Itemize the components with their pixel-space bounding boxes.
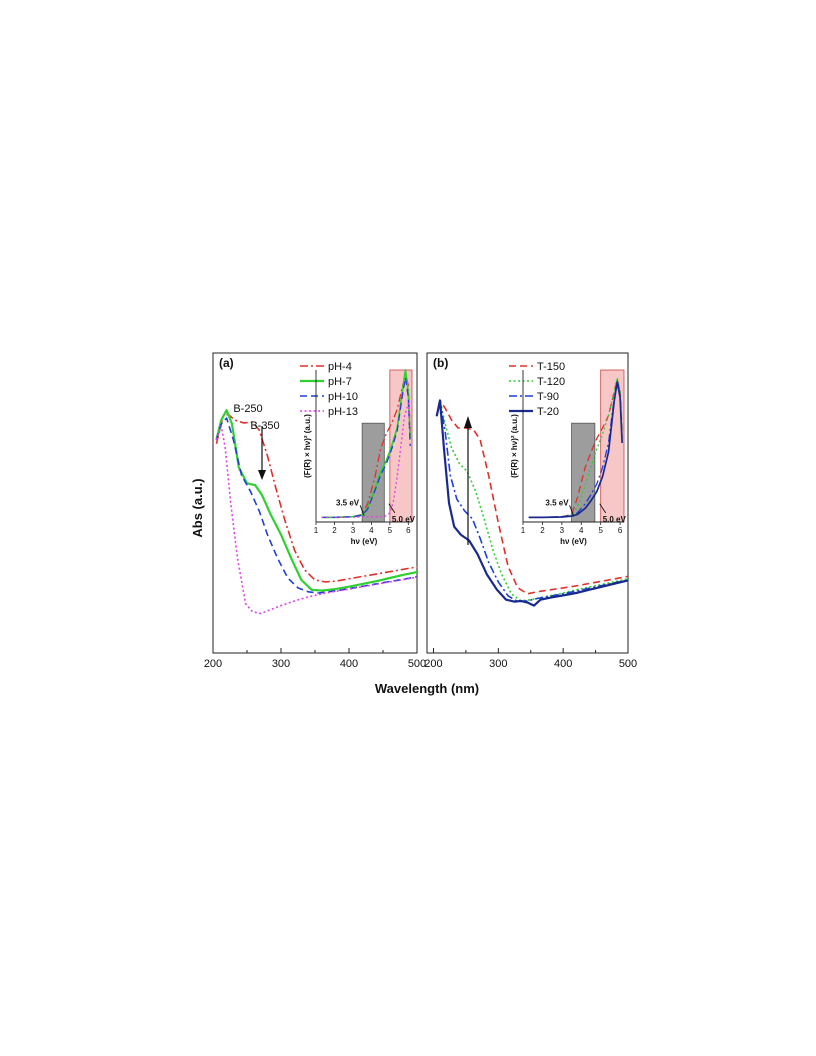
inset-x-tick-label: 5 — [598, 526, 603, 535]
inset-series-line-T-120 — [528, 376, 623, 519]
panel-b: 200 300 400 500 (b) T-150 T-120 T-90 T-20 1 2 3 4 5 6 h… — [424, 352, 637, 670]
inset-y-title: (F(R) × hν)² (a.u.) — [510, 414, 519, 478]
inset-arrow-right — [599, 503, 607, 514]
inset-annotation-right: 5.0 eV — [392, 515, 416, 524]
panel-a: 200 300 400 500 (a) pH-4 pH-7 pH-10 pH-13 1 2 3 4 5 6 h… — [204, 352, 426, 670]
x-axis-title: Wavelength (nm) — [375, 681, 479, 696]
inset-x-tick-label: 4 — [579, 526, 584, 535]
annotation-peak2: B-350 — [250, 420, 279, 432]
inset-series-line-pH-10 — [321, 376, 411, 519]
inset-gray-band — [571, 422, 596, 523]
x-tick-label: 300 — [272, 658, 290, 670]
legend-label: T-20 — [537, 406, 559, 418]
inset-x-tick-label: 1 — [314, 526, 319, 535]
legend-label: pH-13 — [328, 406, 358, 418]
inset-x-tick-label: 1 — [521, 526, 526, 535]
inset-annotation-left: 3.5 eV — [545, 498, 569, 507]
x-tick-label: 300 — [489, 658, 507, 670]
x-tick-label: 500 — [619, 658, 637, 670]
inset-x-tick-label: 6 — [406, 526, 411, 535]
x-tick-label: 200 — [204, 658, 222, 670]
inset-series-line-pH-13 — [321, 402, 411, 519]
series-line-T-150 — [435, 399, 629, 595]
inset-annotation-right: 5.0 eV — [603, 515, 627, 524]
plot-frame — [212, 352, 418, 654]
legend-label: pH-10 — [328, 391, 358, 403]
series-line-T-90 — [435, 399, 629, 603]
series-line-pH-10 — [215, 417, 418, 594]
inset-x-tick-label: 2 — [332, 526, 337, 535]
inset-x-tick-label: 3 — [560, 526, 565, 535]
inset-x-tick-label: 6 — [618, 526, 623, 535]
y-axis-title: Abs (a.u.) — [190, 478, 205, 537]
inset-x-tick-label: 2 — [540, 526, 545, 535]
trend-arrow-head — [258, 470, 266, 480]
inset-x-title: hν (eV) — [560, 537, 587, 546]
legend-label: T-150 — [537, 361, 565, 373]
series-line-T-120 — [435, 399, 629, 602]
x-tick-label: 500 — [408, 658, 426, 670]
trend-arrow-head — [464, 416, 472, 428]
series-line-pH-13 — [215, 425, 418, 615]
inset-x-tick-label: 4 — [369, 526, 374, 535]
inset-x-tick-label: 3 — [351, 526, 356, 535]
panel-label: (a) — [219, 356, 234, 370]
series-line-pH-7 — [215, 409, 418, 592]
legend-label: pH-4 — [328, 361, 352, 373]
inset-x-tick-label: 5 — [388, 526, 393, 535]
annotation-peak1: B-250 — [233, 403, 262, 415]
inset-arrow-left — [359, 505, 365, 517]
x-tick-label: 400 — [340, 658, 358, 670]
legend-label: T-90 — [537, 391, 559, 403]
inset-series-line-T-20 — [528, 381, 623, 519]
panel-label: (b) — [433, 356, 448, 370]
x-tick-label: 400 — [554, 658, 572, 670]
inset-arrow-right — [388, 503, 396, 514]
legend-label: T-120 — [537, 376, 565, 388]
plot-frame — [426, 352, 629, 654]
inset-y-title: (F(R) × hν)² (a.u.) — [303, 414, 312, 478]
x-tick-label: 200 — [424, 658, 442, 670]
inset-annotation-left: 3.5 eV — [336, 498, 360, 507]
series-line-T-20 — [435, 399, 629, 607]
legend-label: pH-7 — [328, 376, 352, 388]
series-line-pH-4 — [215, 413, 418, 583]
inset-x-title: hν (eV) — [351, 537, 378, 546]
inset-arrow-left — [569, 505, 574, 517]
